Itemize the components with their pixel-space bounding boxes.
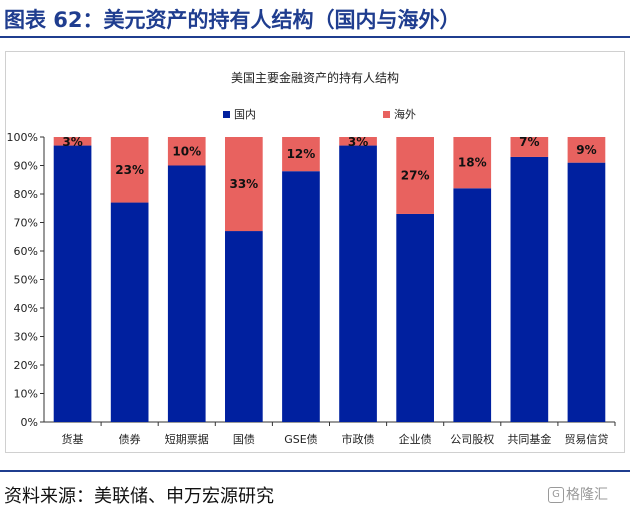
watermark-logo-icon: G	[548, 487, 564, 503]
bar-foreign	[567, 137, 606, 163]
bar-foreign	[282, 137, 320, 172]
y-tick-label: 70%	[14, 217, 38, 230]
axes: 0% 10% 20% 30% 40% 50% 60% 70% 80% 90% 100% 货基 债券 短期票…	[7, 131, 616, 446]
data-label: 23%	[115, 163, 144, 177]
data-label: 10%	[172, 144, 201, 158]
x-tick-label: GSE债	[284, 432, 317, 446]
y-tick-label: 20%	[14, 359, 38, 372]
bar-foreign	[453, 137, 492, 189]
x-tick-label: 货基	[62, 432, 84, 446]
x-tick-label: 债券	[119, 432, 141, 446]
chart-frame	[5, 51, 625, 453]
legend-swatch	[383, 111, 390, 118]
y-tick-label: 50%	[14, 274, 38, 287]
x-tick-label: 国债	[233, 432, 255, 446]
watermark: G 格隆汇	[548, 484, 608, 504]
bar-domestic	[225, 231, 263, 422]
legend: 国内 海外	[223, 107, 416, 121]
y-tick-label: 60%	[14, 245, 38, 258]
bar-domestic	[282, 171, 320, 422]
x-tick-label: 共同基金	[507, 432, 551, 446]
y-tick-label: 40%	[14, 302, 38, 315]
bar-foreign	[53, 137, 92, 146]
y-tick-label: 90%	[14, 160, 38, 173]
bar-foreign	[339, 137, 377, 146]
data-label: 18%	[458, 156, 487, 170]
data-label: 33%	[229, 177, 258, 191]
source-note: 资料来源：美联储、申万宏源研究	[4, 486, 274, 507]
bar-domestic	[453, 188, 492, 422]
y-tick-label: 30%	[14, 331, 38, 344]
bar-foreign	[110, 137, 149, 203]
data-label: 9%	[576, 143, 596, 157]
bar-foreign	[225, 137, 263, 232]
bar-foreign	[167, 137, 206, 166]
y-tick-label: 0%	[21, 416, 38, 429]
data-label: 12%	[287, 147, 316, 161]
x-tick-label: 贸易信贷	[564, 432, 608, 446]
legend-label: 国内	[234, 107, 256, 121]
bar-domestic	[110, 202, 149, 422]
chart-title: 美国主要金融资产的持有人结构	[231, 70, 399, 85]
bar-foreign	[396, 137, 434, 214]
x-tick-label: 市政债	[342, 432, 375, 446]
data-label: 7%	[519, 135, 539, 149]
page-title: 图表 62：美元资产的持有人结构（国内与海外）	[4, 8, 461, 32]
bar-domestic	[339, 145, 377, 423]
bar-domestic	[167, 165, 206, 422]
watermark-text: 格隆汇	[566, 487, 608, 503]
bar-domestic	[396, 213, 434, 422]
data-label: 3%	[348, 135, 368, 149]
y-tick-label: 100%	[7, 131, 38, 144]
data-labels: 3% 23% 10% 33% 12% 3% 27% 18% 7% 9%	[62, 135, 596, 191]
bars	[53, 137, 606, 423]
bar-foreign	[510, 137, 549, 157]
title-rule	[0, 36, 630, 38]
data-label: 27%	[401, 168, 430, 182]
bar-domestic	[567, 162, 606, 422]
x-tick-label: 短期票据	[165, 432, 209, 446]
bar-domestic	[53, 145, 92, 423]
data-label: 3%	[62, 135, 82, 149]
footer-rule	[0, 470, 630, 472]
legend-label: 海外	[394, 107, 416, 121]
y-tick-label: 80%	[14, 188, 38, 201]
bar-domestic	[510, 156, 549, 422]
legend-swatch	[223, 111, 230, 118]
x-tick-label: 企业债	[399, 432, 432, 446]
x-tick-label: 公司股权	[450, 433, 494, 446]
y-tick-label: 10%	[14, 388, 38, 401]
